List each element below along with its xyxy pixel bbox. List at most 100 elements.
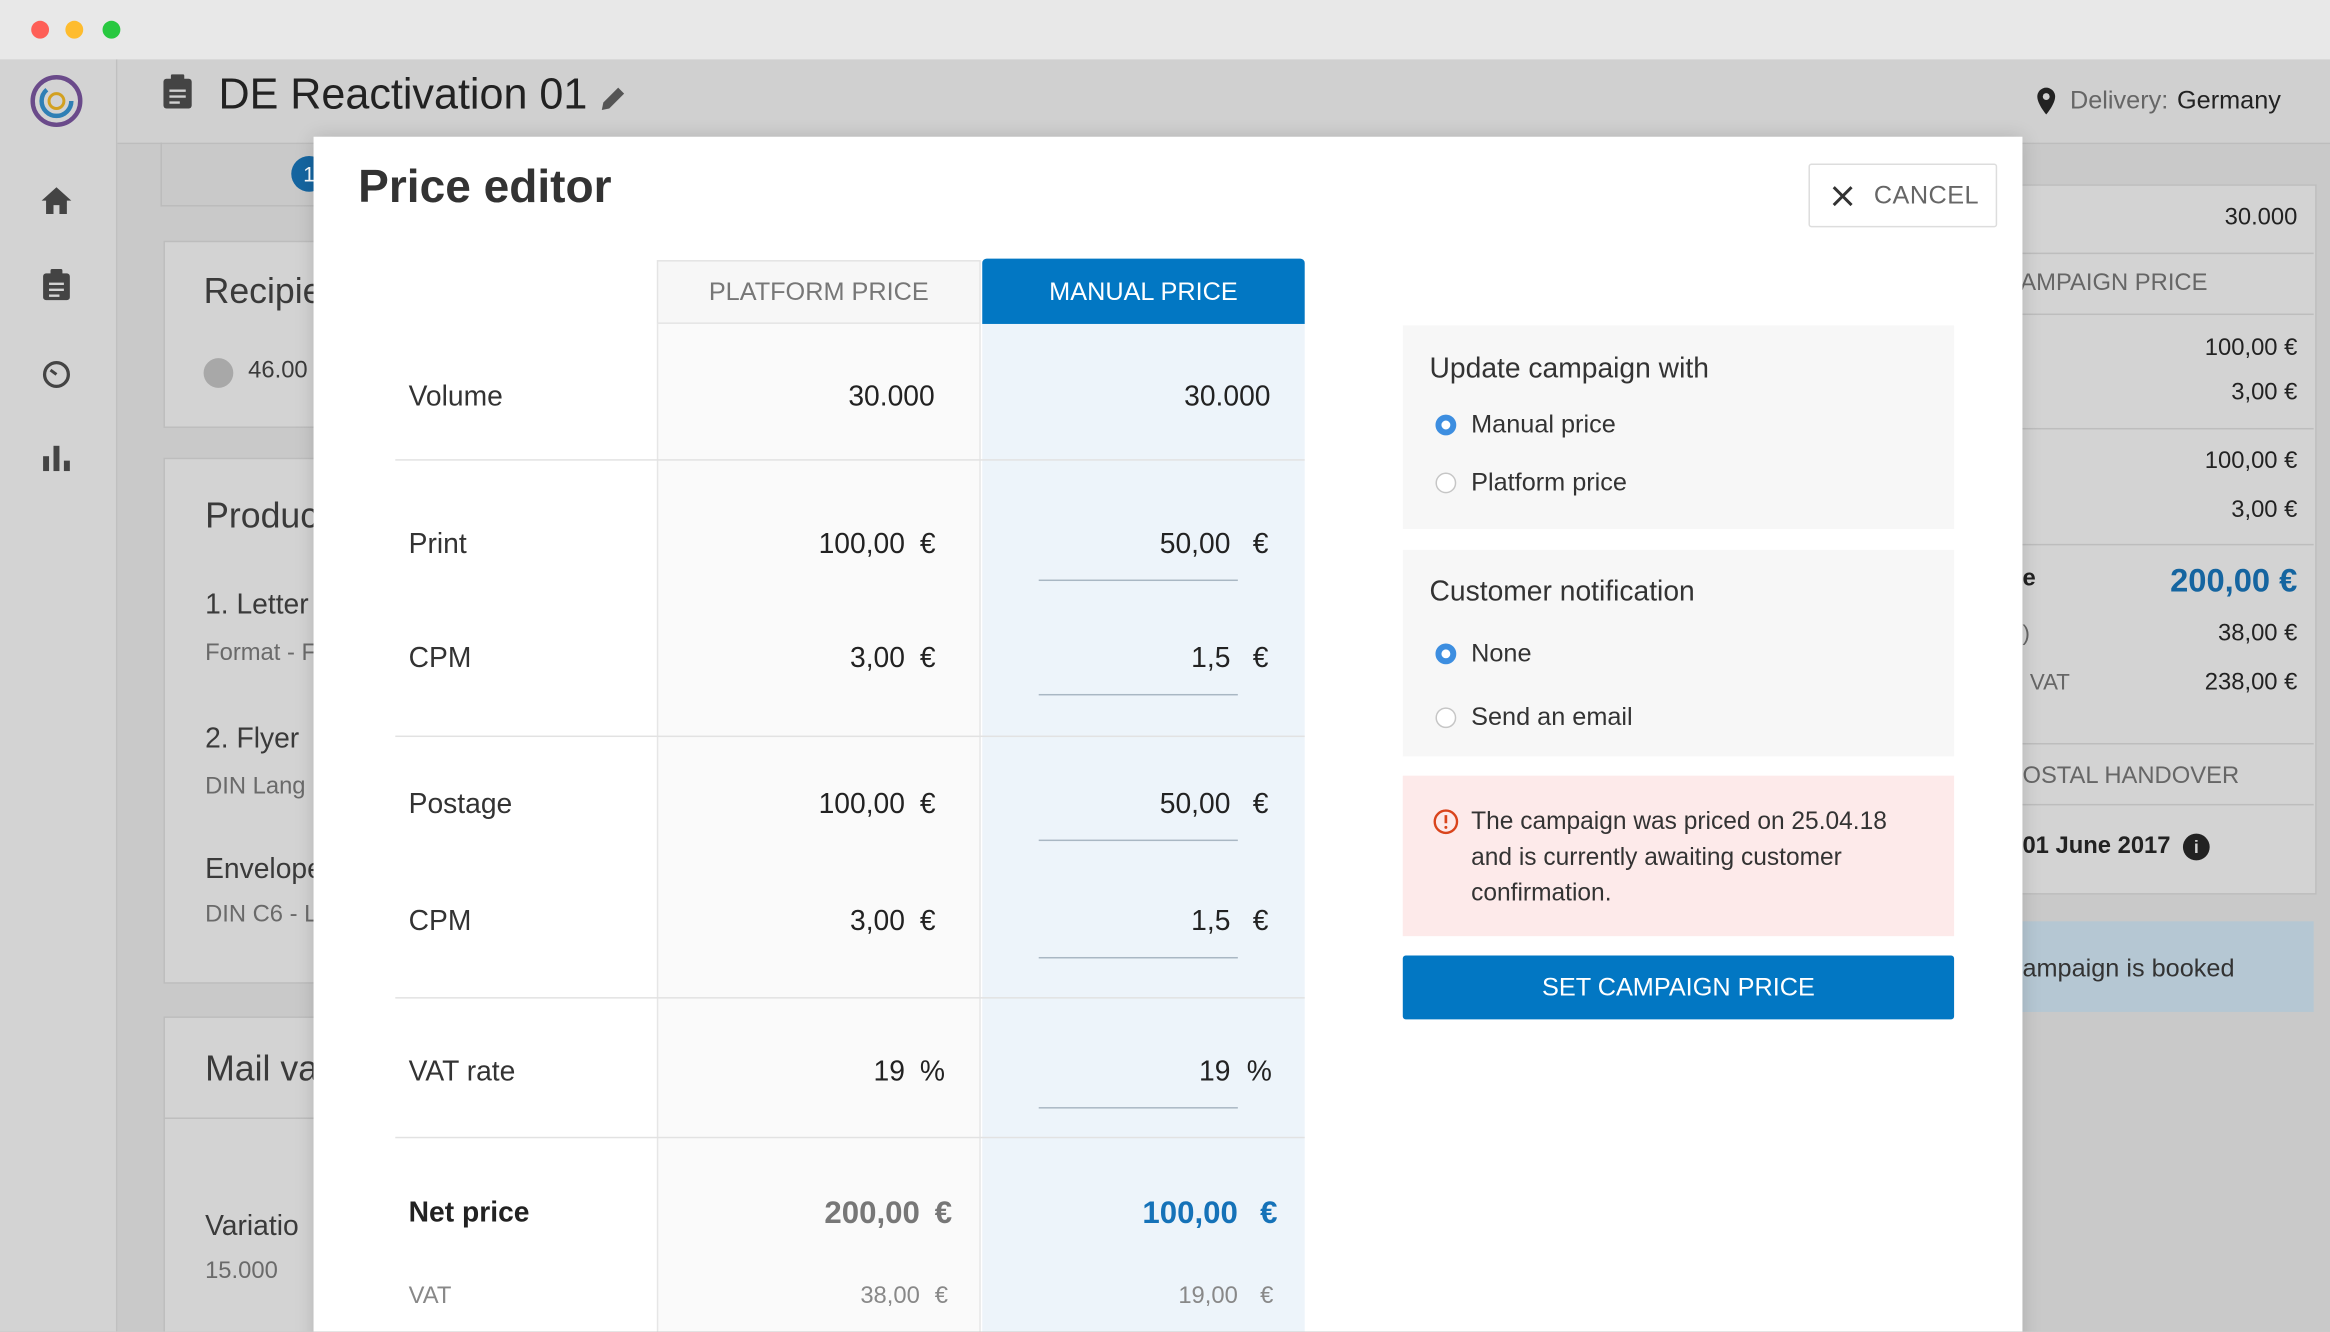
variation-count: 15.000: [205, 1258, 278, 1284]
input-underline: [1038, 1107, 1238, 1109]
row-label: Net price: [408, 1197, 530, 1229]
step-bar: [160, 142, 326, 207]
summary-volume: 30.000: [2224, 205, 2298, 231]
platform-tab[interactable]: [656, 260, 981, 324]
manual-value[interactable]: 1,5: [1191, 906, 1231, 938]
summary-value: 238,00 €: [2204, 670, 2298, 696]
divider: [163, 1117, 327, 1119]
product-name: Envelope: [205, 854, 323, 886]
cancel-icon: [1832, 186, 1853, 207]
product-detail: DIN Lang: [205, 774, 306, 800]
manual-value[interactable]: 19: [1198, 1056, 1231, 1088]
summary-card: [1998, 184, 2317, 895]
platform-value: 100,00: [818, 529, 905, 561]
info-icon[interactable]: i: [2182, 833, 2210, 861]
summary-heading-row: [1998, 252, 2314, 316]
input-underline: [1038, 839, 1238, 842]
cancel-button[interactable]: [1808, 163, 1998, 228]
close-dot[interactable]: [31, 20, 50, 39]
divider: [1998, 543, 2314, 546]
manual-value: 100,00: [1142, 1196, 1238, 1231]
row-label: VAT: [408, 1283, 452, 1310]
radio[interactable]: [1435, 707, 1457, 729]
product-name: 1. Letter: [205, 589, 309, 622]
edit-icon[interactable]: [599, 83, 629, 113]
radio-selected[interactable]: [1435, 643, 1457, 665]
summary-label: e: [2022, 566, 2036, 592]
row-label: Postage: [408, 789, 513, 821]
product-detail: Format - F: [205, 640, 317, 666]
minimize-dot[interactable]: [65, 20, 84, 39]
radio[interactable]: [1435, 472, 1457, 494]
update-heading: Update campaign with: [1429, 353, 1709, 385]
radio-label[interactable]: Send an email: [1471, 702, 1633, 732]
set-price-label: SET CAMPAIGN PRICE: [1542, 973, 1815, 1002]
manual-unit: €: [1252, 529, 1269, 561]
summary-value: 3,00 €: [2231, 380, 2298, 406]
product-detail: DIN C6 - L: [205, 902, 318, 928]
title-bar: [0, 0, 2330, 60]
manual-value: 19,00: [1178, 1283, 1238, 1310]
summary-value: 3,00 €: [2231, 497, 2298, 524]
alert-icon: [1433, 809, 1459, 835]
input-underline: [1038, 579, 1238, 582]
radio-label[interactable]: Platform price: [1471, 468, 1627, 497]
platform-column: [656, 323, 981, 1332]
handover-date: 01 June 2017: [2022, 833, 2171, 859]
input-underline: [1038, 956, 1238, 959]
sidebar: [0, 59, 118, 1332]
alert-text: The campaign was priced on 25.04.18 and …: [1471, 808, 1887, 907]
card-heading: Recipie: [203, 271, 323, 313]
platform-unit: €: [919, 906, 936, 938]
summary-value: 100,00 €: [2204, 335, 2298, 362]
products-card: [163, 457, 330, 984]
maximize-dot[interactable]: [102, 20, 121, 39]
cancel-label: CANCEL: [1873, 181, 1980, 210]
alert-box: [1402, 775, 1955, 937]
handover-heading: OSTAL HANDOVER: [2022, 763, 2240, 790]
row-divider: [395, 997, 1305, 999]
radio-label[interactable]: Manual price: [1471, 410, 1616, 439]
manual-tab[interactable]: [982, 258, 1305, 324]
manual-value[interactable]: 50,00: [1159, 789, 1231, 821]
platform-value: 100,00: [818, 789, 905, 821]
manual-unit: €: [1252, 789, 1269, 821]
platform-value: 3,00: [850, 906, 905, 938]
stats-icon[interactable]: [42, 443, 72, 473]
location-icon: [2037, 87, 2056, 115]
radio-label[interactable]: None: [1471, 638, 1532, 668]
header-icon: [163, 74, 192, 109]
manual-unit: €: [1252, 643, 1269, 675]
product-name: 2. Flyer: [205, 723, 300, 755]
platform-unit: €: [934, 1196, 953, 1231]
header: [117, 59, 2330, 145]
timer-icon[interactable]: [40, 357, 73, 390]
set-price-button[interactable]: [1402, 955, 1955, 1020]
manual-value[interactable]: 50,00: [1159, 529, 1231, 561]
platform-unit: €: [919, 643, 936, 675]
row-divider: [395, 735, 1305, 738]
manual-value: 30.000: [1184, 381, 1271, 414]
platform-unit: %: [919, 1056, 945, 1088]
campaign-icon[interactable]: [42, 268, 72, 302]
status-banner: [1998, 921, 2314, 1012]
home-icon[interactable]: [40, 184, 73, 217]
manual-value[interactable]: 1,5: [1191, 643, 1231, 675]
manual-tab-label: MANUAL PRICE: [1049, 277, 1238, 307]
summary-net: 200,00 €: [2170, 561, 2298, 599]
upload-icon: [203, 358, 234, 388]
notification-heading: Customer notification: [1429, 576, 1695, 608]
manual-column: [982, 323, 1305, 1332]
input-underline: [1038, 693, 1238, 696]
summary-label: ): [2022, 621, 2030, 647]
card-heading: Produc: [205, 496, 319, 537]
campaign-title: DE Reactivation 01: [218, 71, 588, 119]
row-label: Print: [408, 529, 467, 561]
delivery-value: Germany: [2176, 86, 2281, 115]
status-text: ampaign is booked: [2022, 954, 2235, 983]
row-divider: [395, 459, 1305, 461]
platform-value: 200,00: [824, 1196, 920, 1231]
radio-selected[interactable]: [1435, 414, 1457, 436]
